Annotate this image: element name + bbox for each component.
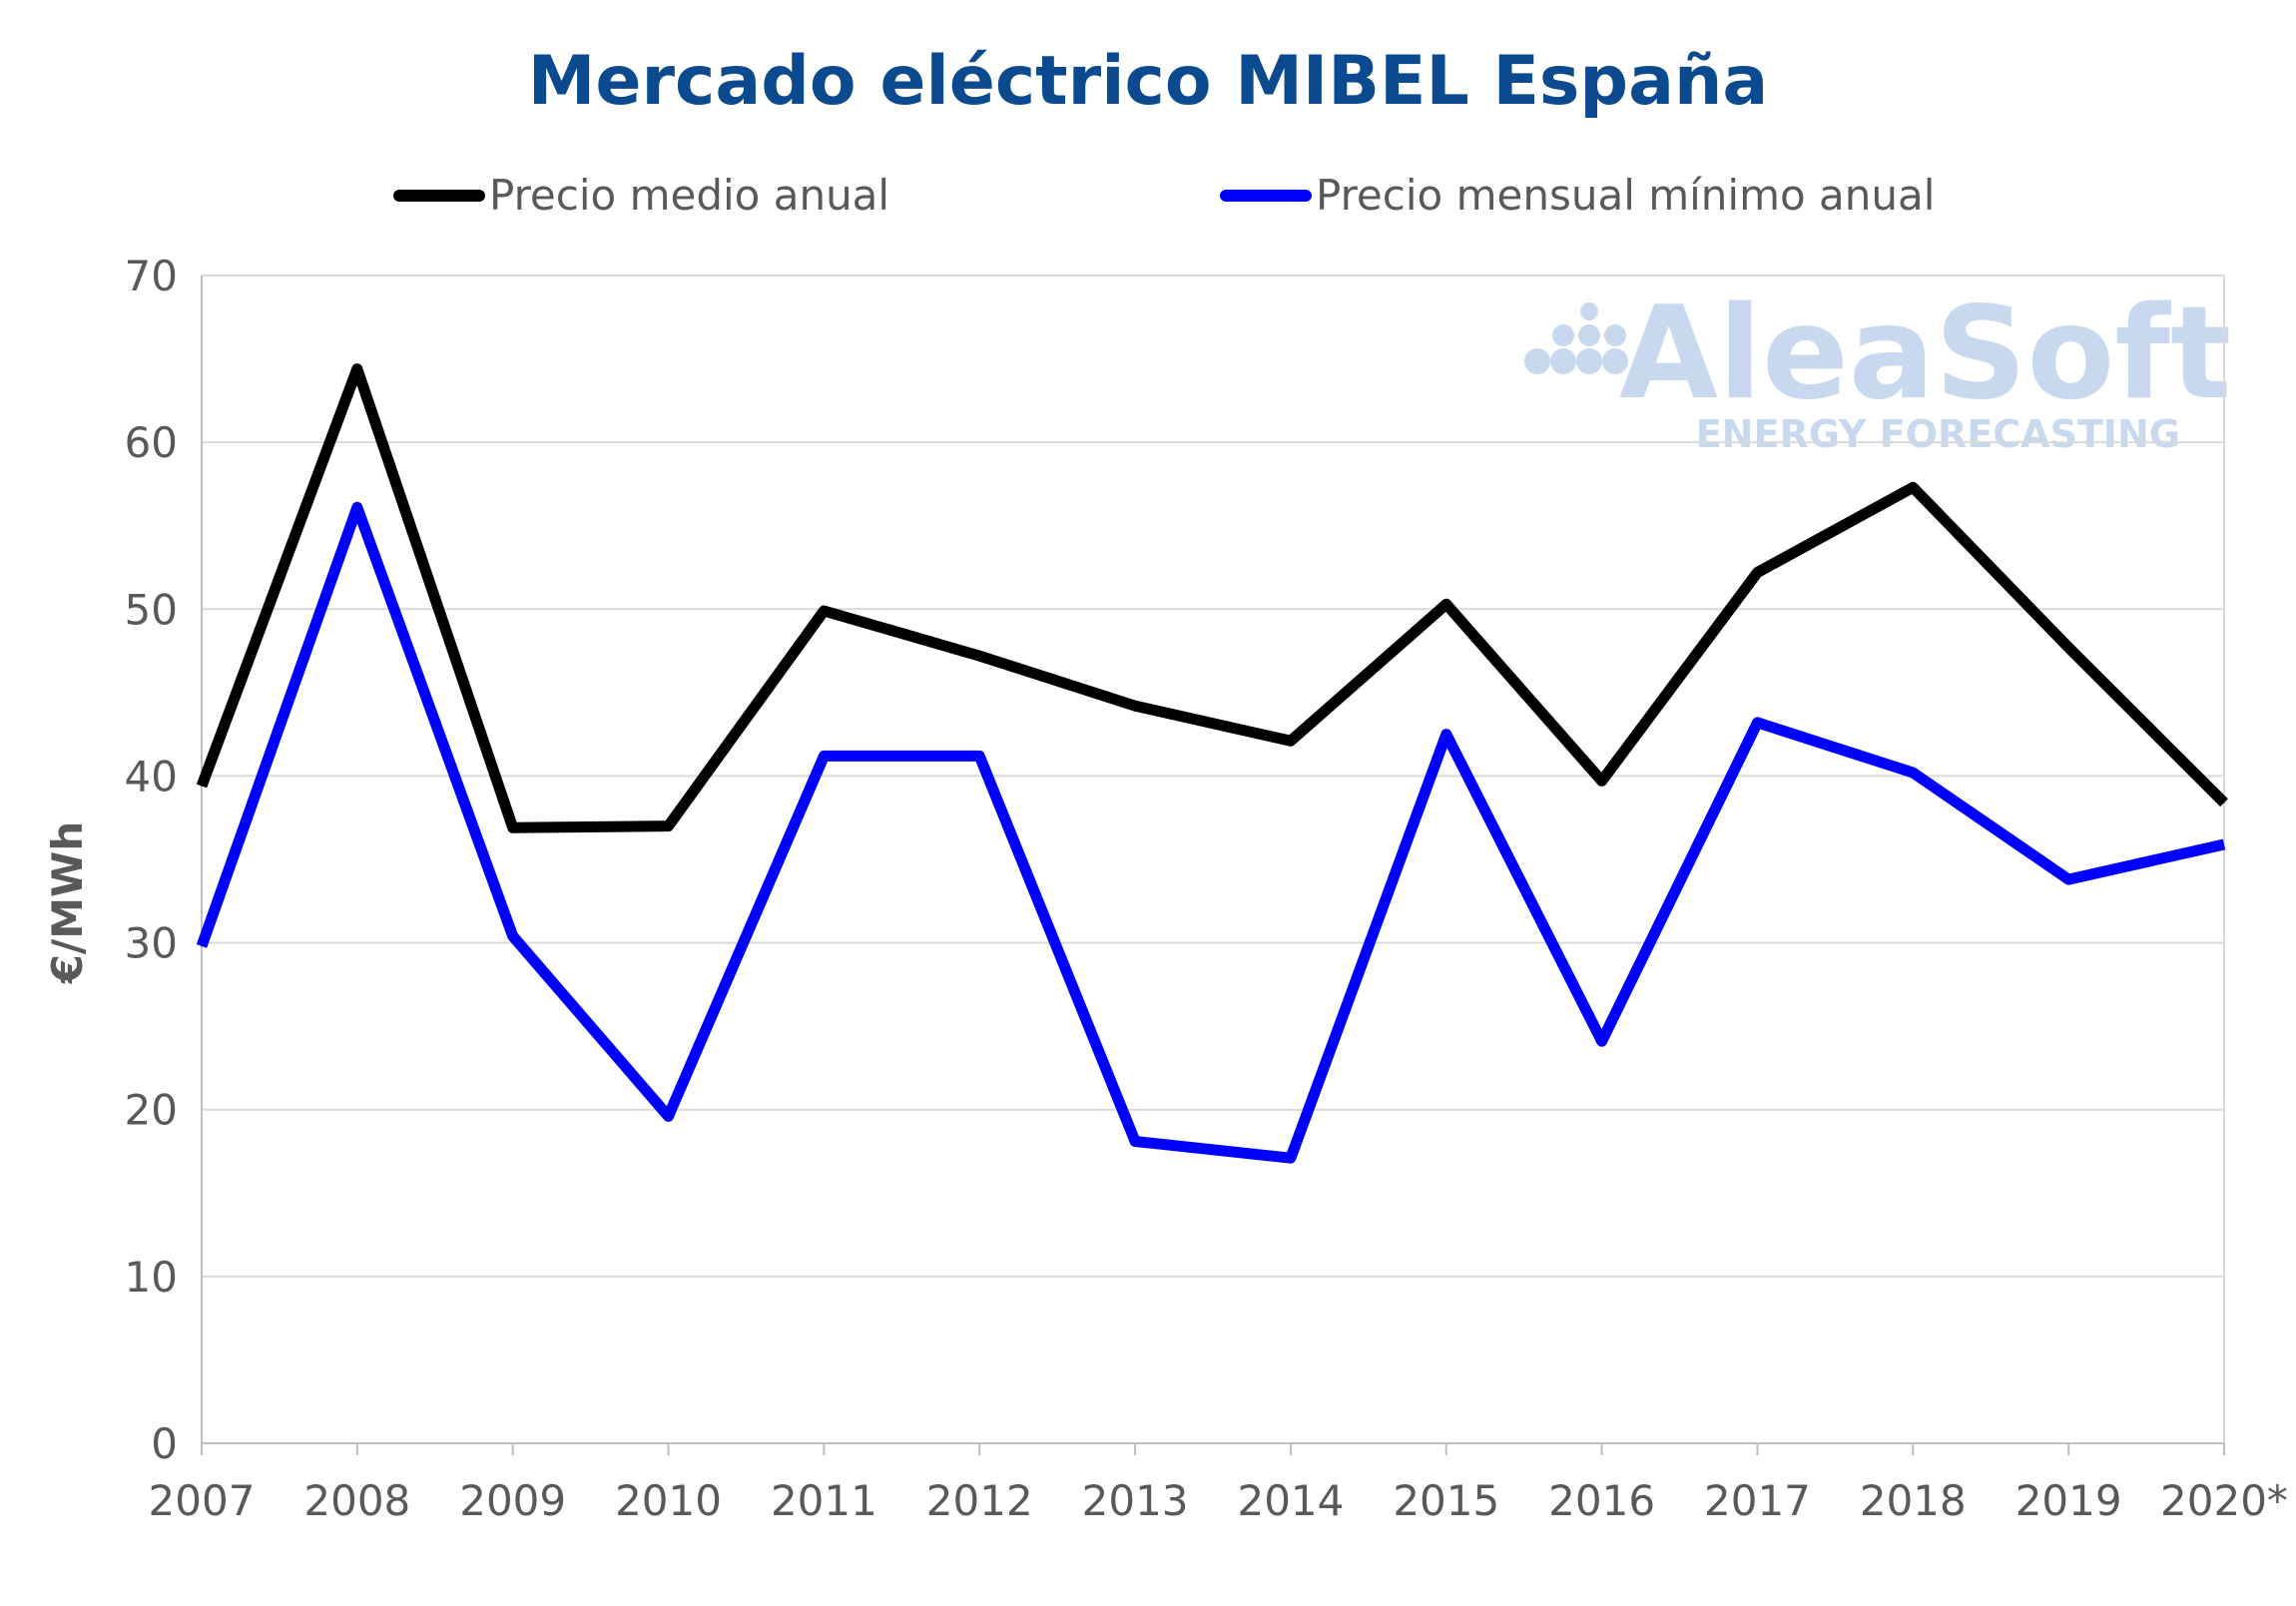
y-tick-label: 60 xyxy=(125,418,178,467)
gridlines xyxy=(202,274,2224,1278)
aleasoft-logo-dots-icon xyxy=(1524,302,1628,374)
data-point-series-1 xyxy=(356,368,358,370)
x-tick-label: 2009 xyxy=(459,1476,566,1525)
data-point-series-1 xyxy=(1290,740,1292,742)
data-point-series-1 xyxy=(668,825,670,827)
data-point-series-2 xyxy=(512,935,514,937)
data-point-series-1 xyxy=(1912,486,1914,488)
y-tick-label: 70 xyxy=(125,252,178,300)
x-tick-label: 2016 xyxy=(1548,1476,1655,1525)
x-tick-label: 2020* xyxy=(2160,1476,2288,1525)
x-tick-label: 2010 xyxy=(615,1476,722,1525)
watermark-tagline: ENERGY FORECASTING xyxy=(1696,412,2180,456)
legend: Precio medio anual Precio mensual mínimo… xyxy=(393,171,1935,220)
x-tick-label: 2012 xyxy=(926,1476,1033,1525)
data-point-series-2 xyxy=(1134,1140,1136,1142)
legend-label-series-2: Precio mensual mínimo anual xyxy=(1316,171,1935,220)
x-tick-label: 2019 xyxy=(2015,1476,2122,1525)
y-tick-label: 20 xyxy=(125,1086,178,1135)
data-point-series-2 xyxy=(201,945,203,947)
y-tick-label: 40 xyxy=(125,752,178,801)
y-tick-label: 50 xyxy=(125,585,178,634)
y-tick-label: 0 xyxy=(151,1419,178,1468)
chart-title: Mercado eléctrico MIBEL España xyxy=(528,42,1769,121)
data-point-series-2 xyxy=(1445,734,1447,736)
data-point-series-1 xyxy=(978,655,980,657)
x-tick-label: 2015 xyxy=(1393,1476,1499,1525)
data-point-series-2 xyxy=(668,1115,670,1117)
data-point-series-1 xyxy=(823,610,825,612)
series-lines xyxy=(196,363,2228,1164)
data-point-series-2 xyxy=(1912,772,1914,774)
x-tick-labels: 2007 2008 2009 2010 2011 2012 2013 2014 2015 2016… xyxy=(149,1443,2288,1525)
y-axis-label: €/MWh xyxy=(43,821,92,985)
x-tick-label: 2007 xyxy=(149,1476,256,1525)
watermark-brand: AleaSoft xyxy=(1619,279,2231,428)
y-tick-label: 30 xyxy=(125,919,178,968)
axes xyxy=(201,275,2225,1444)
data-point-series-1 xyxy=(1601,780,1603,782)
data-point-series-2 xyxy=(2223,843,2225,845)
data-point-series-1 xyxy=(201,785,203,787)
y-tick-label: 10 xyxy=(125,1253,178,1302)
y-tick-labels: 0 10 20 30 40 50 60 70 xyxy=(125,252,178,1468)
data-point-series-1 xyxy=(1445,603,1447,605)
data-point-series-2 xyxy=(1601,1040,1603,1042)
data-point-series-1 xyxy=(1134,705,1136,707)
series-line-1 xyxy=(196,363,2228,833)
data-point-series-2 xyxy=(978,755,980,757)
legend-label-series-1: Precio medio anual xyxy=(489,171,889,220)
data-point-series-2 xyxy=(1290,1157,1292,1159)
data-point-series-2 xyxy=(1756,722,1758,724)
x-tick-label: 2008 xyxy=(303,1476,410,1525)
data-point-series-1 xyxy=(512,826,514,828)
data-point-series-2 xyxy=(356,506,358,508)
x-tick-label: 2014 xyxy=(1237,1476,1344,1525)
data-point-series-1 xyxy=(2067,647,2069,649)
x-tick-label: 2018 xyxy=(1860,1476,1967,1525)
data-point-series-2 xyxy=(823,755,825,757)
series-line-2 xyxy=(196,501,2226,1164)
aleasoft-watermark: AleaSoft ENERGY FORECASTING xyxy=(1524,279,2231,456)
data-point-series-2 xyxy=(2067,878,2069,880)
data-point-series-1 xyxy=(1756,572,1758,574)
x-tick-label: 2013 xyxy=(1082,1476,1189,1525)
x-tick-label: 2017 xyxy=(1704,1476,1811,1525)
x-tick-label: 2011 xyxy=(771,1476,877,1525)
